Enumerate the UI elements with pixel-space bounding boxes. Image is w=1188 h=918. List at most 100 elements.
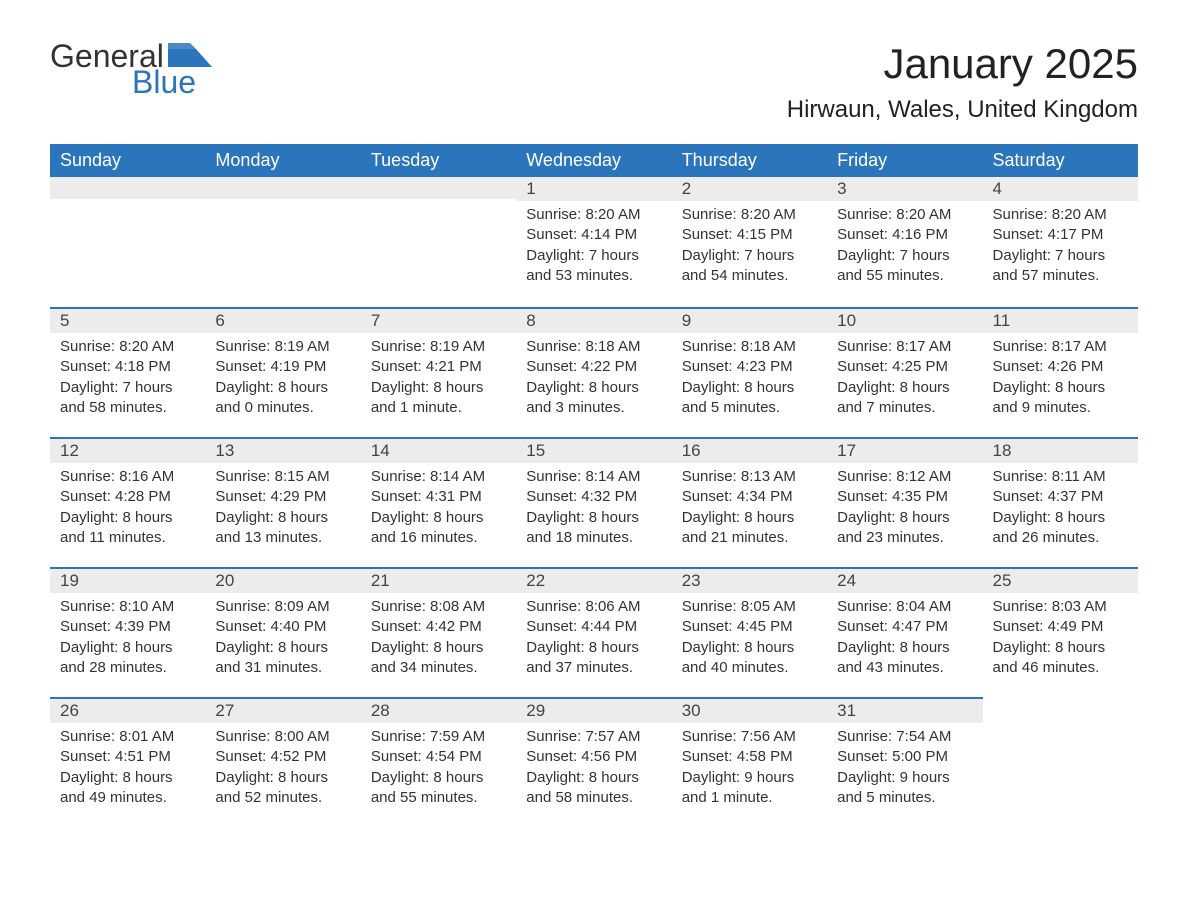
day-content: Sunrise: 8:01 AMSunset: 4:51 PMDaylight:…: [50, 723, 205, 818]
daylight-line: Daylight: 8 hours and 26 minutes.: [993, 508, 1128, 549]
day-content: Sunrise: 8:20 AMSunset: 4:15 PMDaylight:…: [672, 201, 827, 296]
empty-day-strip: [361, 177, 516, 199]
day-content: Sunrise: 8:03 AMSunset: 4:49 PMDaylight:…: [983, 593, 1138, 688]
location-subtitle: Hirwaun, Wales, United Kingdom: [787, 96, 1138, 124]
sunrise-line: Sunrise: 8:20 AM: [526, 205, 661, 225]
day-number: 22: [516, 567, 671, 593]
sunrise-line: Sunrise: 8:01 AM: [60, 727, 195, 747]
sunset-line: Sunset: 4:42 PM: [371, 617, 506, 637]
sunset-line: Sunset: 4:47 PM: [837, 617, 972, 637]
day-number: 29: [516, 697, 671, 723]
sunrise-line: Sunrise: 8:03 AM: [993, 597, 1128, 617]
calendar-day-cell: 17Sunrise: 8:12 AMSunset: 4:35 PMDayligh…: [827, 437, 982, 567]
sunrise-line: Sunrise: 8:13 AM: [682, 467, 817, 487]
calendar-empty-cell: [205, 177, 360, 307]
daylight-line: Daylight: 8 hours and 13 minutes.: [215, 508, 350, 549]
daylight-line: Daylight: 8 hours and 31 minutes.: [215, 638, 350, 679]
sunset-line: Sunset: 4:21 PM: [371, 357, 506, 377]
day-content: Sunrise: 8:00 AMSunset: 4:52 PMDaylight:…: [205, 723, 360, 818]
calendar-day-cell: 20Sunrise: 8:09 AMSunset: 4:40 PMDayligh…: [205, 567, 360, 697]
day-number: 20: [205, 567, 360, 593]
calendar-empty-cell: [983, 697, 1138, 827]
calendar-day-cell: 4Sunrise: 8:20 AMSunset: 4:17 PMDaylight…: [983, 177, 1138, 307]
daylight-line: Daylight: 8 hours and 52 minutes.: [215, 768, 350, 809]
day-number: 12: [50, 437, 205, 463]
day-number: 28: [361, 697, 516, 723]
day-number: 6: [205, 307, 360, 333]
day-content: Sunrise: 8:06 AMSunset: 4:44 PMDaylight:…: [516, 593, 671, 688]
sunrise-line: Sunrise: 7:56 AM: [682, 727, 817, 747]
sunset-line: Sunset: 4:34 PM: [682, 487, 817, 507]
day-number: 10: [827, 307, 982, 333]
calendar-day-cell: 22Sunrise: 8:06 AMSunset: 4:44 PMDayligh…: [516, 567, 671, 697]
logo: General Blue: [50, 40, 212, 98]
daylight-line: Daylight: 8 hours and 11 minutes.: [60, 508, 195, 549]
day-number: 2: [672, 177, 827, 201]
day-number: 8: [516, 307, 671, 333]
calendar-day-cell: 28Sunrise: 7:59 AMSunset: 4:54 PMDayligh…: [361, 697, 516, 827]
day-header: Sunday: [50, 144, 205, 177]
sunrise-line: Sunrise: 8:08 AM: [371, 597, 506, 617]
day-number: 21: [361, 567, 516, 593]
day-content: Sunrise: 8:20 AMSunset: 4:16 PMDaylight:…: [827, 201, 982, 296]
page-header: General Blue January 2025 Hirwaun, Wales…: [50, 40, 1138, 124]
daylight-line: Daylight: 8 hours and 49 minutes.: [60, 768, 195, 809]
day-content: Sunrise: 8:18 AMSunset: 4:22 PMDaylight:…: [516, 333, 671, 428]
daylight-line: Daylight: 7 hours and 55 minutes.: [837, 246, 972, 287]
sunrise-line: Sunrise: 8:19 AM: [215, 337, 350, 357]
calendar-day-cell: 9Sunrise: 8:18 AMSunset: 4:23 PMDaylight…: [672, 307, 827, 437]
daylight-line: Daylight: 8 hours and 7 minutes.: [837, 378, 972, 419]
calendar-week-row: 26Sunrise: 8:01 AMSunset: 4:51 PMDayligh…: [50, 697, 1138, 827]
daylight-line: Daylight: 8 hours and 9 minutes.: [993, 378, 1128, 419]
sunset-line: Sunset: 4:45 PM: [682, 617, 817, 637]
sunset-line: Sunset: 4:39 PM: [60, 617, 195, 637]
calendar-week-row: 12Sunrise: 8:16 AMSunset: 4:28 PMDayligh…: [50, 437, 1138, 567]
daylight-line: Daylight: 8 hours and 21 minutes.: [682, 508, 817, 549]
calendar-day-cell: 23Sunrise: 8:05 AMSunset: 4:45 PMDayligh…: [672, 567, 827, 697]
daylight-line: Daylight: 8 hours and 46 minutes.: [993, 638, 1128, 679]
daylight-line: Daylight: 9 hours and 5 minutes.: [837, 768, 972, 809]
sunrise-line: Sunrise: 8:20 AM: [60, 337, 195, 357]
day-content: Sunrise: 8:05 AMSunset: 4:45 PMDaylight:…: [672, 593, 827, 688]
day-header: Monday: [205, 144, 360, 177]
sunset-line: Sunset: 4:23 PM: [682, 357, 817, 377]
daylight-line: Daylight: 8 hours and 40 minutes.: [682, 638, 817, 679]
sunrise-line: Sunrise: 8:06 AM: [526, 597, 661, 617]
day-content: Sunrise: 7:56 AMSunset: 4:58 PMDaylight:…: [672, 723, 827, 818]
day-content: Sunrise: 8:10 AMSunset: 4:39 PMDaylight:…: [50, 593, 205, 688]
calendar-day-cell: 25Sunrise: 8:03 AMSunset: 4:49 PMDayligh…: [983, 567, 1138, 697]
daylight-line: Daylight: 8 hours and 58 minutes.: [526, 768, 661, 809]
day-content: Sunrise: 8:14 AMSunset: 4:31 PMDaylight:…: [361, 463, 516, 558]
sunset-line: Sunset: 4:54 PM: [371, 747, 506, 767]
day-content: Sunrise: 8:11 AMSunset: 4:37 PMDaylight:…: [983, 463, 1138, 558]
sunrise-line: Sunrise: 8:14 AM: [371, 467, 506, 487]
calendar-day-cell: 11Sunrise: 8:17 AMSunset: 4:26 PMDayligh…: [983, 307, 1138, 437]
daylight-line: Daylight: 8 hours and 3 minutes.: [526, 378, 661, 419]
daylight-line: Daylight: 7 hours and 57 minutes.: [993, 246, 1128, 287]
calendar-day-cell: 3Sunrise: 8:20 AMSunset: 4:16 PMDaylight…: [827, 177, 982, 307]
day-number: 7: [361, 307, 516, 333]
sunset-line: Sunset: 4:16 PM: [837, 225, 972, 245]
sunrise-line: Sunrise: 8:20 AM: [837, 205, 972, 225]
sunrise-line: Sunrise: 8:16 AM: [60, 467, 195, 487]
calendar-day-cell: 5Sunrise: 8:20 AMSunset: 4:18 PMDaylight…: [50, 307, 205, 437]
sunrise-line: Sunrise: 7:59 AM: [371, 727, 506, 747]
sunrise-line: Sunrise: 8:17 AM: [837, 337, 972, 357]
daylight-line: Daylight: 7 hours and 53 minutes.: [526, 246, 661, 287]
sunset-line: Sunset: 4:52 PM: [215, 747, 350, 767]
sunset-line: Sunset: 4:32 PM: [526, 487, 661, 507]
daylight-line: Daylight: 8 hours and 0 minutes.: [215, 378, 350, 419]
day-content: Sunrise: 8:17 AMSunset: 4:25 PMDaylight:…: [827, 333, 982, 428]
calendar-day-cell: 29Sunrise: 7:57 AMSunset: 4:56 PMDayligh…: [516, 697, 671, 827]
day-number: 26: [50, 697, 205, 723]
sunrise-line: Sunrise: 8:10 AM: [60, 597, 195, 617]
sunset-line: Sunset: 4:31 PM: [371, 487, 506, 507]
day-number: 3: [827, 177, 982, 201]
day-content: Sunrise: 8:20 AMSunset: 4:14 PMDaylight:…: [516, 201, 671, 296]
day-number: 9: [672, 307, 827, 333]
calendar-day-cell: 31Sunrise: 7:54 AMSunset: 5:00 PMDayligh…: [827, 697, 982, 827]
daylight-line: Daylight: 7 hours and 54 minutes.: [682, 246, 817, 287]
daylight-line: Daylight: 7 hours and 58 minutes.: [60, 378, 195, 419]
sunset-line: Sunset: 4:14 PM: [526, 225, 661, 245]
calendar-day-cell: 12Sunrise: 8:16 AMSunset: 4:28 PMDayligh…: [50, 437, 205, 567]
